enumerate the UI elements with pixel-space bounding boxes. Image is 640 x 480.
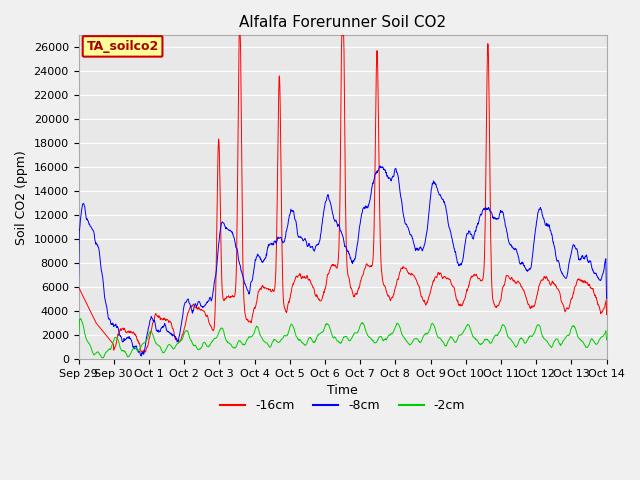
Y-axis label: Soil CO2 (ppm): Soil CO2 (ppm) [15, 150, 28, 244]
X-axis label: Time: Time [327, 384, 358, 397]
Title: Alfalfa Forerunner Soil CO2: Alfalfa Forerunner Soil CO2 [239, 15, 446, 30]
Text: TA_soilco2: TA_soilco2 [86, 40, 159, 53]
Legend: -16cm, -8cm, -2cm: -16cm, -8cm, -2cm [215, 395, 470, 418]
